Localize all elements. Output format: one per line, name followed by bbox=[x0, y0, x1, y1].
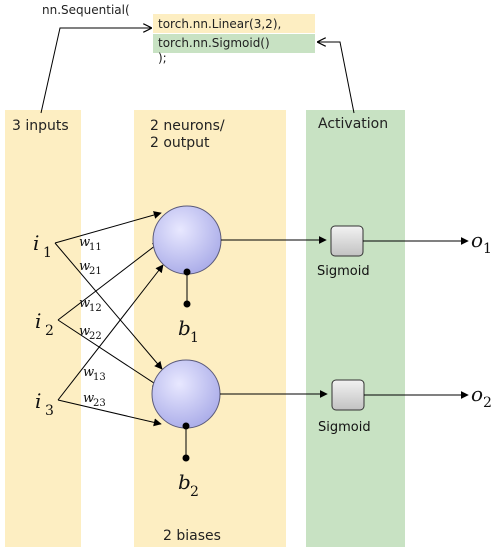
svg-text:b: b bbox=[178, 470, 191, 494]
edge-i2-n1 bbox=[57, 241, 161, 321]
svg-text:2: 2 bbox=[483, 395, 492, 411]
bias-1-node-bottom bbox=[183, 300, 191, 308]
neurons-column-label-line2: 2 output bbox=[150, 135, 210, 151]
bias-2-node-bottom bbox=[182, 454, 190, 462]
inputs-to-code-connector bbox=[40, 28, 151, 114]
weight-w11-label: w 11 bbox=[79, 235, 102, 253]
output-o2-label: o 2 bbox=[471, 382, 492, 411]
biases-label: 2 biases bbox=[163, 528, 221, 544]
svg-text:i: i bbox=[33, 231, 39, 255]
code-line-linear: torch.nn.Linear(3,2), bbox=[158, 17, 281, 31]
neuron-1 bbox=[152, 205, 222, 275]
weight-w13-label: w 13 bbox=[83, 365, 106, 383]
sigmoid-1-label: Sigmoid bbox=[317, 264, 370, 279]
code-line-sigmoid: torch.nn.Sigmoid() bbox=[158, 36, 270, 50]
code-sigmoid-highlight bbox=[153, 34, 315, 53]
svg-text:22: 22 bbox=[89, 331, 102, 342]
inputs-column-label: 3 inputs bbox=[12, 118, 69, 134]
neurons-column-label-line1: 2 neurons/ bbox=[150, 118, 225, 134]
svg-text:w: w bbox=[79, 259, 90, 274]
svg-text:2: 2 bbox=[45, 323, 54, 339]
input-i2-label: i 2 bbox=[35, 309, 54, 339]
neurons-band bbox=[134, 110, 286, 547]
svg-text:1: 1 bbox=[483, 241, 492, 257]
activation-band bbox=[306, 110, 405, 547]
bias-2-node-top bbox=[182, 422, 190, 430]
edge-i2-n2 bbox=[57, 319, 161, 388]
svg-text:2: 2 bbox=[190, 484, 199, 500]
svg-text:i: i bbox=[35, 389, 41, 413]
bias-1-node-top bbox=[183, 268, 191, 276]
weight-w23-label: w 23 bbox=[83, 391, 106, 409]
inputs-band bbox=[5, 110, 81, 547]
svg-text:1: 1 bbox=[43, 245, 52, 261]
svg-text:i: i bbox=[35, 309, 41, 333]
svg-text:13: 13 bbox=[93, 372, 106, 383]
svg-text:12: 12 bbox=[89, 303, 102, 314]
edge-i3-n1 bbox=[57, 264, 164, 401]
input-i3-label: i 3 bbox=[35, 389, 54, 419]
svg-text:o: o bbox=[471, 382, 483, 406]
svg-text:w: w bbox=[79, 235, 90, 250]
output-o1-label: o 1 bbox=[471, 228, 492, 257]
svg-text:1: 1 bbox=[190, 330, 199, 346]
activation-column-label: Activation bbox=[318, 116, 388, 132]
neuron-2 bbox=[151, 359, 221, 429]
svg-text:b: b bbox=[178, 316, 191, 340]
bias-b1-label: b 1 bbox=[178, 316, 199, 346]
edge-i3-n2 bbox=[57, 399, 162, 427]
sigmoid-box-1 bbox=[330, 225, 364, 257]
activation-to-code-connector bbox=[318, 42, 355, 114]
edge-i1-n2 bbox=[54, 242, 163, 370]
svg-text:o: o bbox=[471, 228, 483, 252]
sigmoid-2-label: Sigmoid bbox=[318, 420, 371, 435]
code-linear-highlight bbox=[153, 14, 315, 33]
svg-text:3: 3 bbox=[45, 403, 54, 419]
weight-w22-label: w 22 bbox=[79, 324, 102, 342]
code-line-close: ); bbox=[158, 51, 167, 65]
svg-text:11: 11 bbox=[89, 242, 102, 253]
svg-text:w: w bbox=[79, 296, 90, 311]
input-i1-label: i 1 bbox=[33, 231, 52, 261]
edge-i1-n1 bbox=[54, 211, 162, 244]
svg-text:w: w bbox=[79, 324, 90, 339]
svg-text:w: w bbox=[83, 365, 94, 380]
weight-w12-label: w 12 bbox=[79, 296, 102, 314]
sigmoid-box-2 bbox=[331, 379, 365, 411]
svg-text:w: w bbox=[83, 391, 94, 406]
code-line-sequential: nn.Sequential( bbox=[42, 3, 130, 17]
weight-w21-label: w 21 bbox=[79, 259, 102, 277]
bias-b2-label: b 2 bbox=[178, 470, 199, 500]
svg-text:23: 23 bbox=[93, 398, 106, 409]
svg-text:21: 21 bbox=[89, 266, 102, 277]
